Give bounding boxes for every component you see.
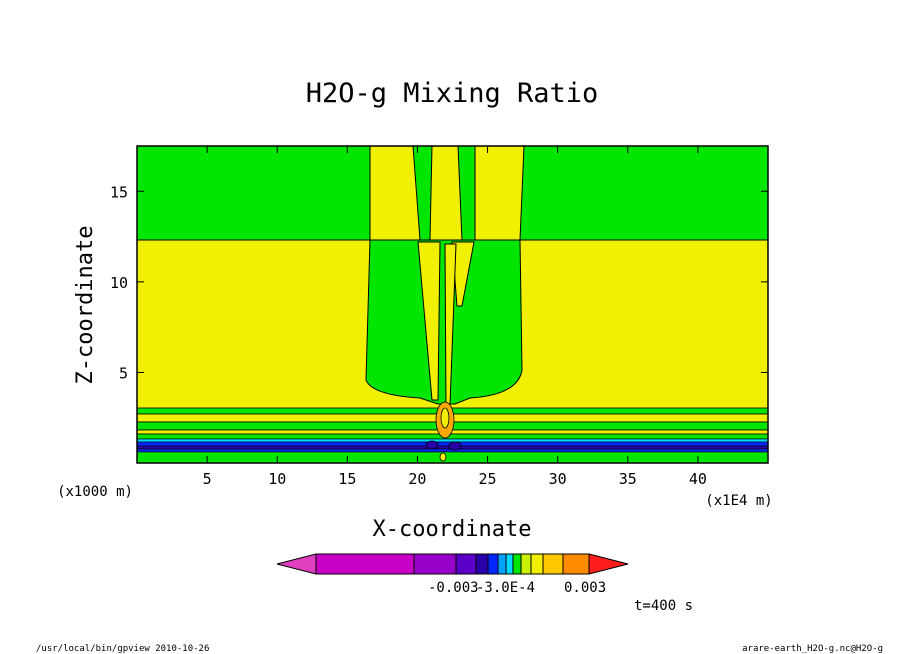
y-tick-label: 5 [119, 364, 128, 382]
footer-right: arare-earth_H2O-g.nc@H2O-g [742, 644, 883, 654]
plume-yellow-core-2 [451, 241, 475, 307]
plume-upper-yellow [369, 146, 525, 241]
y-axis: 5 10 15 [110, 183, 768, 382]
colorbar-seg [315, 553, 415, 575]
band-green-3 [137, 433, 768, 440]
x-tick-label: 25 [479, 470, 497, 488]
x-unit: (x1E4 m) [705, 493, 772, 509]
colorbar-seg [497, 553, 507, 575]
band-green-bottom [137, 451, 768, 463]
colorbar-left-arrow [276, 553, 317, 575]
colorbar-seg [413, 553, 457, 575]
colorbar-right-arrow [588, 553, 629, 575]
colorbar-seg [487, 553, 499, 575]
x-tick-label: 10 [268, 470, 286, 488]
x-tick-label: 35 [619, 470, 637, 488]
band-cyan [137, 438, 768, 443]
x-tick-label: 20 [408, 470, 426, 488]
time-label: t=400 s [634, 598, 693, 614]
x-tick-label: 5 [203, 470, 212, 488]
y-tick-label: 15 [110, 183, 128, 201]
colorbar-label-1: -0.003 [428, 580, 479, 596]
colorbar-seg [542, 553, 564, 575]
chart-title: H2O-g Mixing Ratio [306, 78, 599, 109]
center-yellow [440, 407, 450, 429]
x-axis-label: X-coordinate [373, 517, 532, 542]
colorbar-seg [475, 553, 489, 575]
x-tick-label: 30 [549, 470, 567, 488]
center-bottom-yellow [439, 452, 447, 462]
colorbar-seg [562, 553, 590, 575]
colorbar-seg [520, 553, 532, 575]
colorbar-seg [505, 553, 514, 575]
plume-green [365, 239, 523, 405]
x-tick-label: 40 [689, 470, 707, 488]
x-axis: 5 10 15 20 25 30 35 40 [203, 146, 707, 488]
footer-left: /usr/local/bin/gpview 2010-10-26 [36, 644, 209, 654]
colorbar-seg [512, 553, 522, 575]
y-tick-label: 10 [110, 274, 128, 292]
x-tick-label: 15 [338, 470, 356, 488]
center-navy-left [425, 440, 439, 450]
plot-frame [136, 145, 769, 464]
y-unit: (x1000 m) [57, 484, 133, 500]
colorbar [276, 553, 629, 575]
y-axis-label: Z-coordinate [73, 226, 98, 385]
colorbar-seg [455, 553, 477, 575]
colorbar-label-5: 0.003 [564, 580, 606, 596]
center-navy-right [448, 441, 462, 451]
colorbar-label-2: -3.0E-4 [476, 580, 535, 596]
plume-yellow-core [417, 241, 441, 401]
plot-area [136, 145, 769, 464]
colorbar-seg [530, 553, 544, 575]
